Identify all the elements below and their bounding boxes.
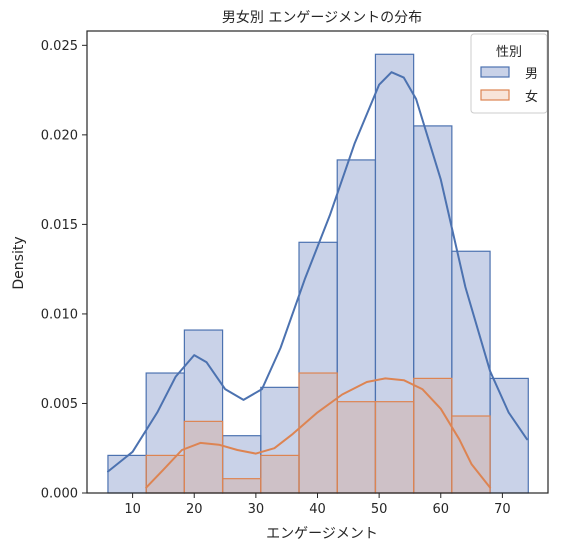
x-tick-label-4: 50 — [371, 502, 388, 517]
x-axis: 10 20 30 40 50 60 70 — [124, 493, 511, 517]
legend-title: 性別 — [496, 45, 522, 60]
legend-swatch-female — [480, 89, 510, 101]
y-tick-label-0: 0.000 — [41, 487, 78, 502]
kde-line-female — [145, 377, 492, 489]
chart-title: 男女別 エンゲージメントの分布 — [222, 9, 422, 26]
legend-label-male: 男 — [525, 67, 538, 82]
histogram-fill-male — [107, 54, 529, 494]
legend-swatch-male — [480, 66, 510, 78]
y-tick-label-3: 0.015 — [41, 218, 78, 233]
y-tick-label-5: 0.025 — [41, 39, 78, 54]
x-tick-label-1: 20 — [186, 502, 203, 517]
kde-line-male — [107, 71, 528, 473]
legend-label-female: 女 — [525, 89, 538, 105]
x-tick-label-6: 70 — [494, 502, 511, 517]
y-axis-label: Density — [11, 236, 27, 289]
legend: 性別 男 女 — [470, 33, 548, 114]
x-tick-label-2: 30 — [248, 502, 265, 517]
x-axis-label: エンゲージメント — [266, 526, 378, 542]
y-tick-label-1: 0.005 — [41, 397, 78, 412]
y-tick-label-2: 0.010 — [41, 307, 78, 322]
x-tick-label-5: 60 — [432, 502, 449, 517]
plot-area — [86, 30, 549, 494]
y-axis: 0.000 0.005 0.010 0.015 0.020 0.025 — [41, 39, 87, 502]
y-tick-label-4: 0.020 — [41, 128, 78, 143]
histogram-fill-female — [146, 373, 491, 493]
x-tick-label-0: 10 — [124, 502, 141, 517]
x-tick-label-3: 40 — [309, 502, 326, 517]
